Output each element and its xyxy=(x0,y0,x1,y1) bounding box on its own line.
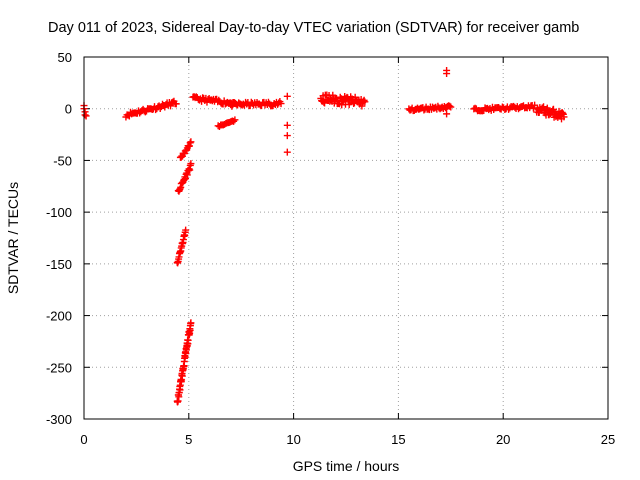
y-tick-label: -300 xyxy=(46,412,72,427)
data-point xyxy=(187,160,195,168)
x-tick-label: 25 xyxy=(601,432,615,447)
y-tick-label: -100 xyxy=(46,205,72,220)
data-point xyxy=(231,116,239,124)
axis-ticks: 0 5 10 15 20 25 50 0 -50 -100 -150 -200 -250 -300 xyxy=(46,50,615,447)
data-point xyxy=(351,93,359,101)
y-tick-label: -200 xyxy=(46,309,72,324)
data-point xyxy=(361,98,369,106)
y-tick-label: -50 xyxy=(53,153,72,168)
data-point xyxy=(283,132,291,140)
y-tick-label: -250 xyxy=(46,360,72,375)
grid-lines xyxy=(84,57,608,419)
y-axis-label: SDTVAR / TECUs xyxy=(5,182,21,294)
data-point xyxy=(187,319,195,327)
data-point xyxy=(443,110,451,118)
x-axis-label: GPS time / hours xyxy=(293,458,400,474)
y-tick-label: 0 xyxy=(65,102,72,117)
x-tick-label: 5 xyxy=(185,432,192,447)
data-point xyxy=(358,102,366,110)
data-point xyxy=(277,100,285,108)
data-point xyxy=(172,100,180,108)
data-point xyxy=(447,103,455,111)
data-point xyxy=(560,113,568,121)
data-point xyxy=(187,138,195,146)
x-tick-label: 15 xyxy=(391,432,405,447)
plot-frame xyxy=(83,56,609,420)
data-point xyxy=(230,117,238,125)
data-point xyxy=(443,66,451,74)
data-point xyxy=(81,111,89,119)
chart-title: Day 011 of 2023, Sidereal Day-to-day VTE… xyxy=(48,20,579,36)
data-point xyxy=(174,397,182,405)
data-point xyxy=(283,92,291,100)
x-tick-label: 10 xyxy=(286,432,300,447)
y-tick-label: 50 xyxy=(58,50,72,65)
x-tick-label: 0 xyxy=(80,432,87,447)
x-tick-label: 20 xyxy=(496,432,510,447)
y-tick-label: -150 xyxy=(46,257,72,272)
data-point xyxy=(549,105,557,113)
data-point xyxy=(182,226,190,234)
data-points xyxy=(80,66,568,406)
data-point xyxy=(446,102,454,110)
data-point xyxy=(283,121,291,129)
data-point xyxy=(167,102,175,110)
data-point xyxy=(283,148,291,156)
data-point xyxy=(338,96,346,104)
data-point xyxy=(360,96,368,104)
